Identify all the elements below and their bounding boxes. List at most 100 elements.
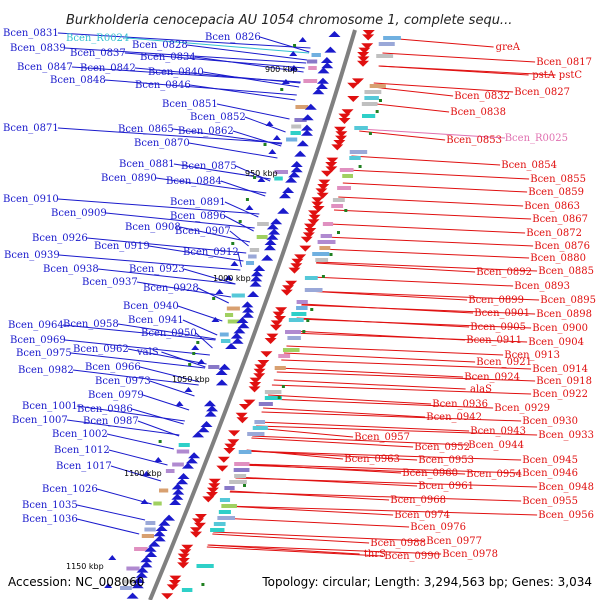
feature-block bbox=[337, 186, 352, 190]
right-gene-label: Bcen_0929 bbox=[494, 403, 550, 414]
left-leader-line bbox=[76, 405, 185, 422]
forward-gene-arrow bbox=[317, 67, 330, 74]
reverse-gene-arrow bbox=[318, 179, 331, 186]
left-gene-label: Bcen_0881 bbox=[119, 159, 175, 170]
left-gene-label: Bcen_0847 bbox=[17, 62, 73, 73]
feature-block bbox=[123, 579, 137, 584]
reverse-gene-arrow bbox=[325, 166, 338, 173]
right-gene-label: Bcen_0838 bbox=[450, 107, 506, 118]
forward-gene-arrow bbox=[135, 571, 148, 578]
forward-gene-arrow bbox=[250, 275, 263, 282]
forward-gene-arrow bbox=[242, 306, 255, 313]
right-leader-line bbox=[329, 223, 526, 234]
right-gene-label: Bcen_0900 bbox=[532, 323, 588, 334]
forward-gene-arrow bbox=[266, 233, 279, 240]
forward-gene-arrow bbox=[263, 244, 276, 251]
left-gene-label: Bcen_0875 bbox=[181, 161, 237, 172]
reverse-gene-arrow bbox=[299, 245, 312, 252]
reverse-gene-arrow bbox=[169, 575, 182, 582]
feature-block bbox=[332, 198, 345, 202]
left-gene-label: Bcen_0986 bbox=[77, 404, 133, 415]
left-leader-line bbox=[126, 37, 310, 54]
right-gene-label: Bcen_0957 bbox=[354, 432, 410, 443]
left-gene-label: Bcen_0964 bbox=[8, 320, 64, 331]
right-leader-line bbox=[320, 248, 530, 259]
feature-block bbox=[219, 498, 231, 502]
feature-block bbox=[296, 306, 308, 310]
right-gene-label: Bcen_0885 bbox=[538, 266, 594, 277]
gc-marker bbox=[293, 44, 297, 47]
right-gene-label: Bcen_0963 bbox=[344, 454, 400, 465]
right-leader-line bbox=[223, 505, 394, 516]
reverse-gene-arrow bbox=[300, 236, 313, 243]
forward-gene-arrow bbox=[171, 493, 184, 500]
reverse-gene-arrow bbox=[288, 267, 301, 274]
forward-gene-arrow bbox=[264, 239, 277, 245]
forward-gene-arrow bbox=[312, 88, 325, 95]
left-gene-label: Bcen_0912 bbox=[183, 247, 239, 258]
left-gene-label: Bcen_0950 bbox=[141, 328, 197, 339]
right-gene-label: Bcen_0974 bbox=[394, 510, 450, 521]
gc-marker bbox=[188, 363, 192, 366]
forward-gene-arrow bbox=[192, 431, 205, 438]
reverse-gene-arrow bbox=[205, 492, 218, 498]
reverse-gene-arrow bbox=[179, 549, 192, 556]
right-leader-line bbox=[359, 128, 506, 139]
reverse-gene-arrow bbox=[362, 34, 375, 41]
left-leader-line bbox=[127, 348, 207, 365]
forward-gene-arrow bbox=[197, 359, 206, 364]
right-gene-label: Bcen_0880 bbox=[530, 253, 586, 264]
reverse-gene-arrow bbox=[280, 289, 293, 296]
right-gene-labels: greA Bcen_0817 pstA pstC Bcen_0827 Bcen_0832 B… bbox=[344, 42, 596, 562]
left-gene-label: Bcen_0975 bbox=[16, 348, 72, 359]
forward-gene-arrow bbox=[298, 37, 307, 42]
feature-block bbox=[322, 222, 334, 226]
feature-block bbox=[278, 354, 291, 358]
left-gene-label: Bcen_0923 bbox=[129, 264, 185, 275]
reverse-gene-arrow bbox=[357, 60, 370, 67]
right-leader-line bbox=[246, 450, 522, 461]
right-gene-label: Bcen_0855 bbox=[530, 174, 586, 185]
reverse-gene-arrow bbox=[238, 404, 251, 410]
reverse-gene-arrow bbox=[290, 263, 303, 270]
left-gene-label: Bcen_1036 bbox=[22, 514, 78, 525]
right-gene-label: pstC bbox=[559, 70, 583, 81]
reverse-gene-arrow bbox=[272, 311, 285, 318]
feature-block bbox=[312, 252, 330, 256]
left-leader-line bbox=[237, 251, 242, 268]
right-leader-line bbox=[333, 209, 532, 220]
forward-gene-arrow bbox=[104, 583, 113, 588]
reverse-gene-arrow bbox=[264, 338, 277, 344]
right-leader-line bbox=[213, 531, 426, 542]
left-leader-line bbox=[195, 332, 213, 349]
left-leader-line bbox=[104, 79, 297, 96]
left-gene-label: Bcen_1017 bbox=[56, 461, 112, 472]
right-leader-line bbox=[351, 155, 501, 166]
feature-track-middle bbox=[126, 31, 341, 599]
reverse-gene-arrow bbox=[291, 258, 304, 265]
reverse-gene-arrow bbox=[357, 56, 370, 63]
forward-gene-arrow bbox=[288, 171, 301, 178]
left-gene-label: Bcen_0926 bbox=[32, 233, 88, 244]
reverse-gene-arrow bbox=[302, 232, 315, 239]
left-gene-label: Bcen_0840 bbox=[148, 67, 204, 78]
forward-gene-arrow bbox=[148, 540, 161, 547]
left-leader-line bbox=[148, 245, 244, 262]
left-leader-line bbox=[124, 52, 305, 69]
feature-block bbox=[141, 534, 154, 538]
feature-block bbox=[288, 318, 304, 322]
forward-gene-arrow bbox=[231, 337, 244, 344]
left-gene-label: Bcen_0937 bbox=[82, 277, 138, 288]
right-leader-line bbox=[257, 421, 470, 432]
right-gene-label: Bcen_0892 bbox=[476, 267, 532, 278]
right-gene-label: Bcen_0898 bbox=[536, 309, 592, 320]
forward-gene-arrow bbox=[282, 187, 295, 193]
right-leader-line bbox=[263, 407, 426, 418]
right-gene-label: Bcen_0930 bbox=[522, 416, 578, 427]
right-leader-line bbox=[207, 544, 360, 555]
left-gene-label: Bcen_0896 bbox=[170, 211, 226, 222]
right-gene-label: Bcen_0933 bbox=[538, 430, 594, 441]
tick-1050-kbp: 1050 kbp bbox=[172, 375, 210, 384]
forward-gene-arrow bbox=[324, 46, 337, 53]
